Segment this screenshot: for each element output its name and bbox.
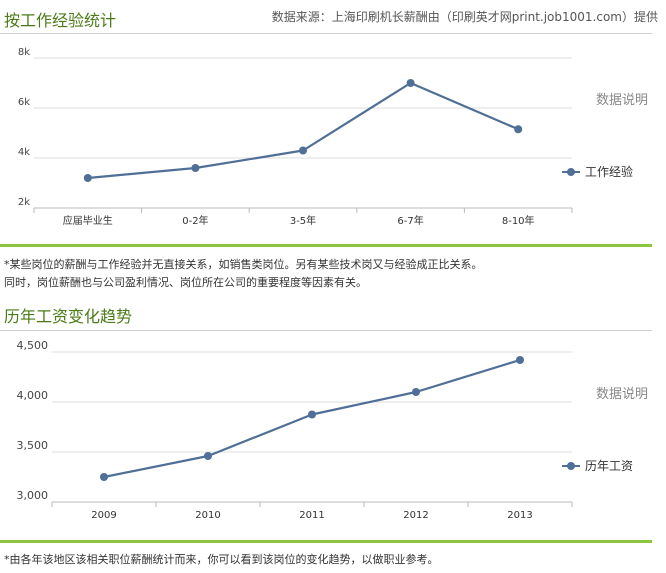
x-tick-label: 6-7年: [397, 214, 423, 227]
yearly-note-line-1: *由各年该地区该相关职位薪酬统计而来，你可以看到该岗位的变化趋势，以做职业参考。: [4, 553, 439, 566]
data-point[interactable]: [83, 174, 92, 182]
x-tick-label: 2010: [195, 510, 220, 521]
x-tick-label: 8-10年: [502, 214, 535, 227]
y-tick-label: 6k: [18, 97, 30, 108]
legend-label: 历年工资: [585, 459, 633, 473]
data-point[interactable]: [308, 410, 316, 419]
experience-note-line-1: *某些岗位的薪酬与工作经验并无直接关系，如销售类岗位。另有某些技术岗又与经验成正…: [4, 258, 483, 271]
experience-note-line-2: 同时，岗位薪酬也与公司盈利情况、岗位所在公司的重要程度等因素有关。: [4, 276, 367, 289]
section-title-yearly-trend: 历年工资变化趋势: [4, 307, 133, 326]
data-point[interactable]: [191, 164, 200, 172]
section-divider: [0, 244, 652, 247]
data-point[interactable]: [412, 388, 420, 396]
title-divider: [0, 33, 652, 34]
x-tick-label: 3-5年: [290, 214, 316, 227]
x-tick-label: 2012: [403, 510, 428, 521]
legend-marker: [567, 168, 575, 176]
x-tick-label: 2011: [299, 510, 324, 521]
x-tick-label: 应届毕业生: [63, 214, 113, 227]
x-tick-label: 0-2年: [182, 214, 208, 227]
data-note-link[interactable]: 数据说明: [596, 387, 648, 402]
y-tick-label: 3,500: [17, 439, 49, 452]
data-source-text: 数据来源：上海印刷机长薪酬由（印刷英才网print.job1001.com）提供: [271, 10, 658, 24]
y-tick-label: 2k: [18, 197, 30, 208]
data-point[interactable]: [100, 473, 108, 481]
section-title-experience: 按工作经验统计: [4, 11, 117, 30]
y-tick-label: 4,500: [17, 339, 49, 352]
legend-marker: [567, 462, 575, 470]
data-point[interactable]: [299, 146, 307, 155]
x-tick-label: 2009: [91, 510, 116, 521]
title-divider: [0, 330, 652, 331]
data-point[interactable]: [406, 79, 415, 87]
yearly-salary-chart: 3,000 3,500 4,000 4,500 2009 2010 2011 2012 2013…: [17, 339, 649, 521]
y-tick-label: 4,000: [17, 389, 49, 402]
data-point[interactable]: [516, 356, 524, 364]
y-tick-label: 8k: [18, 47, 30, 58]
data-point[interactable]: [204, 452, 212, 460]
section-divider: [0, 540, 652, 543]
data-point[interactable]: [514, 125, 523, 134]
x-tick-label: 2013: [507, 510, 532, 521]
y-tick-label: 3,000: [17, 489, 49, 502]
legend-label: 工作经验: [585, 164, 633, 179]
data-note-link[interactable]: 数据说明: [596, 93, 648, 108]
y-tick-label: 4k: [18, 147, 30, 158]
series-line: [87, 81, 519, 180]
